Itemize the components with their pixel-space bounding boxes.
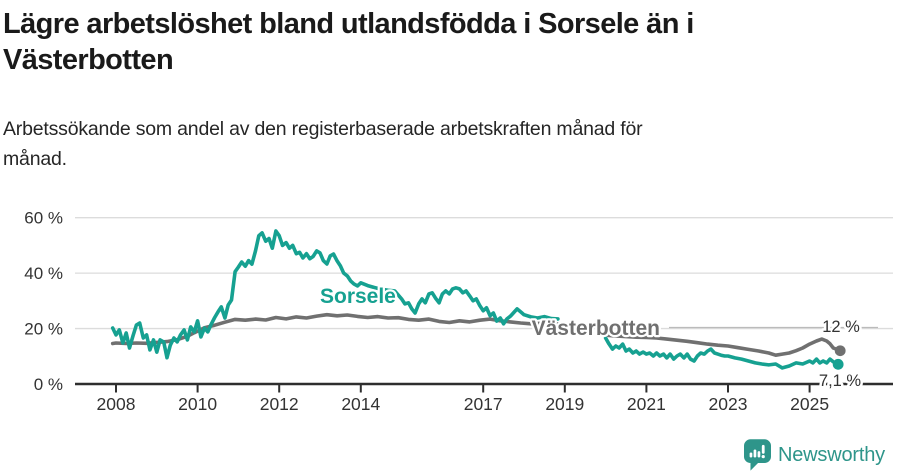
newsworthy-logo[interactable]: Newsworthy [744, 438, 885, 472]
brand-name: Newsworthy [778, 443, 885, 466]
y-tick-label: 40 % [24, 264, 63, 283]
series-endpoint-dot-sorsele [832, 358, 844, 370]
series-endpoint-dot-vsterbotten [834, 345, 846, 357]
chart-subtitle: Arbetssökande som andel av den registerb… [3, 114, 803, 174]
x-tick-label: 2023 [709, 394, 748, 414]
series-line-vsterbotten [603, 333, 843, 358]
series-label-sorsele: Sorsele [320, 285, 396, 308]
y-tick-label: 0 % [34, 375, 63, 394]
x-tick-label: 2017 [464, 394, 503, 414]
speech-bubble-bar-chart-icon [744, 438, 771, 471]
x-tick-label: 2012 [260, 394, 299, 414]
series-line-sorsele [603, 336, 841, 370]
x-tick-label: 2021 [627, 394, 666, 414]
series-line-sorsele [110, 229, 560, 360]
series-label-vsterbotten: Västerbotten [532, 317, 660, 340]
x-tick-label: 2008 [97, 394, 136, 414]
title-line-2: Västerbotten [3, 44, 174, 76]
x-tick-label: 2014 [341, 394, 380, 414]
y-tick-label: 20 % [24, 320, 63, 339]
title-line-1: Lägre arbetslöshet bland utlandsfödda i … [3, 8, 694, 40]
x-tick-label: 2019 [545, 394, 584, 414]
final-value-label-sorsele: 7,1 % [819, 372, 862, 390]
x-tick-label: 2025 [790, 394, 829, 414]
subtitle-line-1: Arbetssökande som andel av den registerb… [3, 118, 643, 140]
y-tick-label: 60 % [24, 209, 63, 228]
subtitle-line-2: månad. [3, 148, 67, 170]
page-title: Lägre arbetslöshet bland utlandsfödda i … [3, 6, 863, 78]
final-value-label-vsterbotten: 12 % [822, 318, 860, 336]
series-line-vsterbotten [110, 312, 560, 346]
x-tick-label: 2010 [178, 394, 217, 414]
